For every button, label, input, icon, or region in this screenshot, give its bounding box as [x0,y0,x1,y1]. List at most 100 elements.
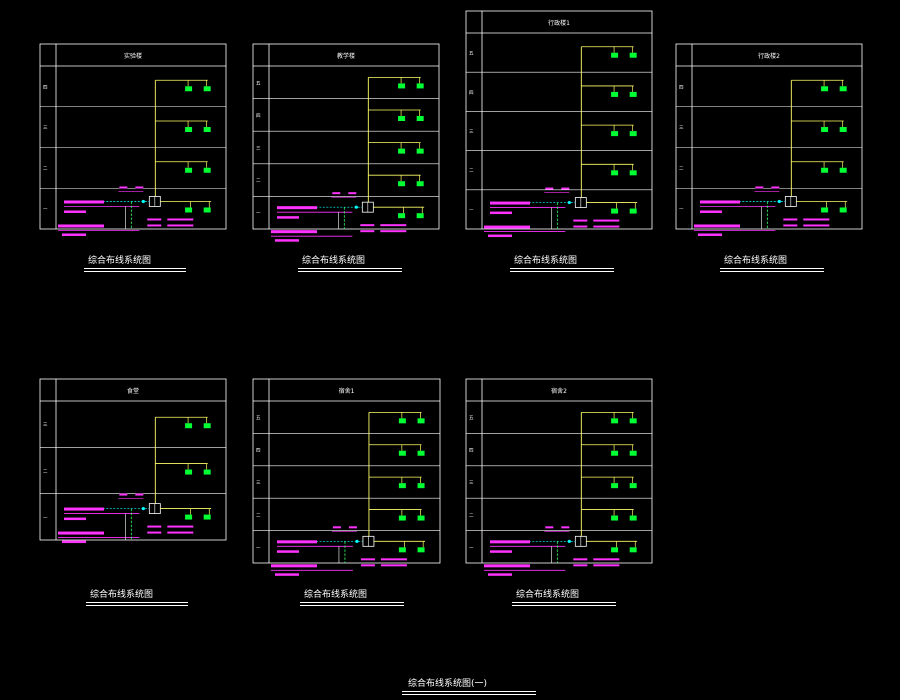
annotation-mark [332,526,341,529]
panel-title: 行政楼1 [548,19,570,27]
junction-dot [567,200,571,205]
outlet-icon [821,207,829,213]
panel-frame [39,43,227,230]
annotation-mark [380,558,407,561]
panels-layer: 实验楼四三二一教学楼五四三二一行政楼1五四三二一行政楼2四三二一食堂三二一宿舍1… [39,10,863,576]
annotation-mark [147,224,162,227]
floor-label: 三 [256,146,261,152]
floor-label: 二 [43,166,48,172]
outlet-icon [185,127,193,133]
floor-label: 四 [469,448,474,454]
outlet-icon [821,167,829,173]
outlet-icon [203,207,211,213]
junction-dot [355,539,359,543]
outlet-icon [417,515,425,521]
outlet-icon [629,483,637,489]
annotation-mark [380,224,407,227]
outlet-icon [398,116,406,122]
floor-label: 三 [469,129,474,135]
floor-label: 五 [256,415,261,421]
annotation-mark [380,230,407,233]
outlet-icon [629,418,637,424]
floor-label: 二 [469,512,474,518]
outlet-icon [839,127,847,133]
panel-frame [252,378,441,564]
annotation-mark [803,218,830,221]
annotation-mark [694,224,740,228]
annotation-mark [277,540,317,544]
annotation-mark [135,186,144,189]
annotation-mark [271,230,317,234]
panel-frame [465,10,653,230]
annotation-mark [271,564,317,568]
panel-frame [675,43,863,230]
annotation-mark [783,218,798,221]
annotation-mark [360,224,375,227]
panel-title: 实验楼 [124,52,142,60]
outlet-icon [185,469,193,475]
annotation-mark [147,525,162,528]
annotation-mark [277,550,299,553]
outlet-icon [203,423,211,429]
panel-title: 宿舍2 [551,387,567,395]
annotation-mark [348,526,357,529]
outlet-icon [611,52,619,58]
outlet-icon [629,208,637,214]
annotation-mark [58,224,104,228]
annotation-mark [64,210,86,213]
panel-title: 教学楼 [337,52,355,60]
floor-label: 四 [43,84,48,90]
annotation-mark [332,192,341,195]
caption-underline2-p7 [512,605,616,606]
annotation-mark [64,200,104,204]
outlet-icon [611,515,619,521]
panel-frame [465,378,653,564]
sheet-title-underline2 [402,694,536,695]
caption-underline2-p2 [298,271,402,272]
panel-title: 食堂 [127,387,139,395]
caption-p4: 综合布线系统图 [724,256,788,266]
floor-label: 二 [256,178,261,184]
caption-underline2-p1 [84,271,186,272]
junction-dot [567,539,571,543]
annotation-mark [360,558,375,561]
caption-p6: 综合布线系统图 [304,590,368,600]
floor-label: 五 [469,51,474,57]
floor-label: 五 [256,80,261,86]
outlet-icon [629,131,637,137]
annotation-mark [561,187,570,190]
sheet-title-underline [402,691,536,692]
annotation-mark [700,210,722,213]
outlet-icon [203,469,211,475]
outlet-icon [821,127,829,133]
floor-label: 二 [679,166,684,172]
outlet-icon [629,170,637,176]
annotation-mark [803,224,830,227]
annotation-mark [380,564,407,567]
caption-underline-p2 [298,268,402,269]
annotation-mark [593,225,620,228]
outlet-icon [629,450,637,456]
annotation-mark [488,234,512,238]
outlet-icon [629,515,637,521]
annotation-mark [698,233,722,236]
outlet-icon [417,418,425,424]
annotation-mark [167,525,194,528]
caption-p5: 综合布线系统图 [90,590,154,600]
outlet-icon [629,547,637,553]
annotation-mark [147,531,162,534]
outlet-icon [629,91,637,97]
annotation-mark [490,550,512,553]
annotation-mark [490,211,512,215]
caption-underline2-p3 [510,271,614,272]
panel-title: 行政楼2 [758,52,780,60]
outlet-icon [185,86,193,92]
outlet-icon [398,450,406,456]
outlet-icon [185,207,193,213]
floor-label: 三 [43,422,48,428]
caption-underline-p4 [720,268,824,269]
annotation-mark [119,186,128,189]
